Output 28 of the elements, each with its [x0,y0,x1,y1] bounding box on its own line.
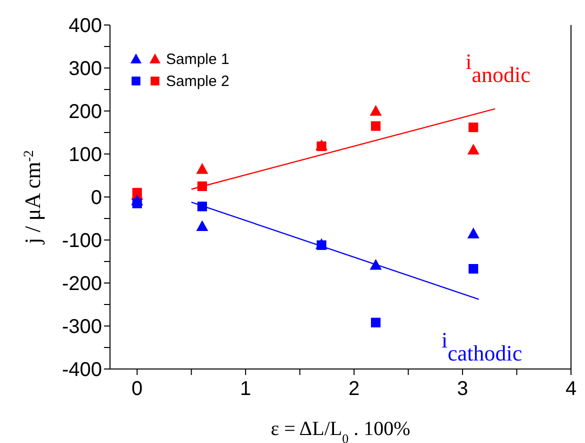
y-tick-label: 100 [68,144,102,166]
point [132,188,142,198]
y-tick-label: 200 [68,101,102,124]
point [370,318,381,328]
y-tick-label: -100 [62,230,102,252]
legend-label: Sample 1 [166,50,230,68]
y-tick-label: 300 [68,58,102,80]
point [467,144,480,154]
y-tick-label: -300 [62,316,102,338]
x-axis-title: ε = ΔL/L$_{0}$ . 100% [270,418,410,443]
x-tick-label: 4 [565,378,577,400]
x-tick-label: 2 [348,378,360,400]
point [196,163,208,174]
point [196,220,208,232]
point [132,198,142,208]
point [370,105,382,116]
x-tick-label: 3 [456,378,468,400]
y-tick-label: 400 [68,15,102,38]
y-tick-label: 0 [90,187,102,210]
point [468,264,478,274]
x-tick-label: 0 [132,378,143,400]
point [370,121,381,131]
legend-label: Sample 2 [166,72,230,90]
y-tick-label: -200 [62,273,102,296]
point [468,122,478,132]
y-tick-label: -400 [62,359,102,382]
point [467,228,480,238]
x-tick-label: 1 [240,378,252,400]
